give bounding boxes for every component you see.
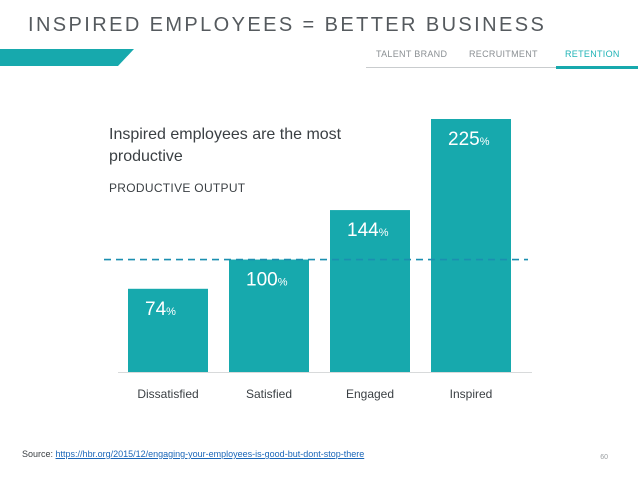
page-title: INSPIRED EMPLOYEES = BETTER BUSINESS <box>28 14 547 36</box>
data-label-engaged: 144% <box>347 220 389 241</box>
tab-recruitment[interactable]: RECRUITMENT <box>469 49 538 59</box>
bar-dissatisfied <box>128 288 208 372</box>
x-tick-satisfied: Satisfied <box>246 387 292 401</box>
source-link[interactable]: https://hbr.org/2015/12/engaging-your-em… <box>55 449 365 459</box>
source-footer: Source: https://hbr.org/2015/12/engaging… <box>22 449 364 459</box>
data-label-inspired: 225% <box>448 129 490 150</box>
header-accent-bar <box>0 49 134 66</box>
x-tick-inspired: Inspired <box>450 387 493 401</box>
bar-satisfied <box>229 259 309 372</box>
section-tabs: TALENT BRAND RECRUITMENT RETENTION <box>366 49 638 69</box>
bar-engaged <box>330 210 410 372</box>
tabs-divider <box>366 67 638 68</box>
chart-y-label: PRODUCTIVE OUTPUT <box>109 181 246 195</box>
data-label-satisfied: 100% <box>246 270 288 291</box>
chart-title: Inspired employees are the most producti… <box>109 126 342 165</box>
bar-inspired <box>431 119 511 372</box>
tab-talent-brand[interactable]: TALENT BRAND <box>376 49 448 59</box>
x-tick-dissatisfied: Dissatisfied <box>137 387 198 401</box>
tab-retention[interactable]: RETENTION <box>565 49 620 59</box>
data-label-dissatisfied: 74% <box>145 299 176 320</box>
page-number: 60 <box>600 454 608 461</box>
x-tick-engaged: Engaged <box>346 387 394 401</box>
source-label: Source: <box>22 449 54 459</box>
active-tab-indicator <box>556 66 638 69</box>
